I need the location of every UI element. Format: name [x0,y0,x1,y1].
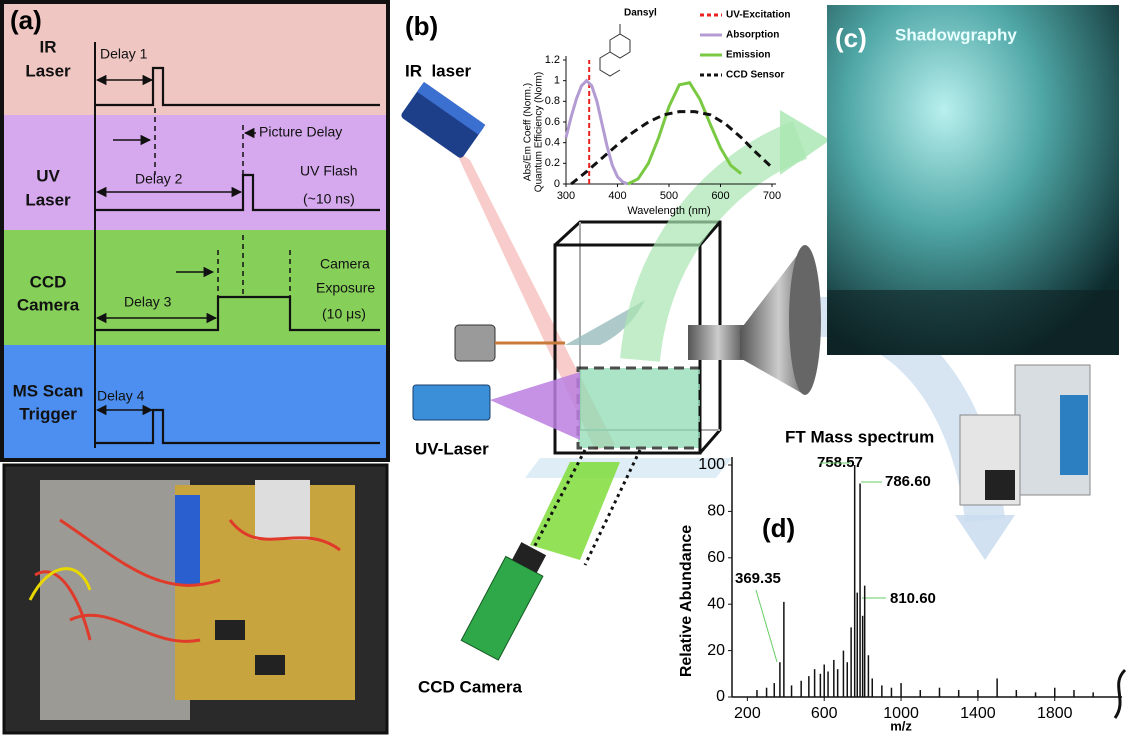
y-axis-label: Quantum Efficiency (Norm) [534,72,545,192]
uv-beam [490,372,580,440]
y-tick-label: 20 [707,642,725,659]
legend-label: Absorption [726,30,779,41]
annotation: (10 μs) [322,306,366,322]
panel-title: FT Mass spectrum [785,427,934,446]
panel-label: (d) [762,513,795,543]
ir-laser-device [400,82,486,159]
ms-panel [1060,395,1088,475]
series-line [566,81,628,184]
x-tick-label: 700 [763,190,781,202]
x-tick-label: 1400 [960,705,996,722]
device-label: IR laser [405,61,472,80]
device-label: CCD Camera [418,677,522,696]
y-tick-label: 0.2 [545,157,560,169]
row-label: Trigger [19,404,77,423]
uv-laser-device [413,385,490,420]
y-tick-label: 0 [554,178,560,190]
ms-door [985,470,1015,500]
row-label: CCD [30,272,67,291]
y-tick-label: 0.8 [545,95,560,107]
legend-label: CCD Sensor [726,70,784,81]
x-tick-label: 600 [711,190,729,202]
ccd-camera-device [461,539,552,660]
row-label: Laser [25,61,71,80]
x-axis-label: Wavelength (nm) [627,205,710,217]
shadow-edge [827,290,1119,355]
chart-title: Dansyl [624,8,657,19]
annotation: Camera [320,256,370,272]
y-axis-label: Abs/Em Coeff (Norm.) [523,83,534,181]
x-tick-label: 400 [608,190,626,202]
panel-label: (b) [405,11,438,41]
emitter [455,325,495,361]
chip [255,655,285,675]
peak-label: 786.60 [885,473,931,490]
chip [215,620,245,640]
droplet-region [578,368,700,448]
annotation: (~10 ns) [303,191,355,207]
figure: (a) IR Laser UV Laser CCD Camera MS Scan… [0,0,1132,735]
panel-title: Shadowgraphy [895,25,1017,44]
annotation: Delay 1 [100,46,148,62]
annotation: Delay 3 [124,294,172,310]
y-tick-label: 80 [707,503,725,520]
panel-label: (c) [835,23,867,53]
inlet [688,325,748,360]
y-tick-label: 40 [707,595,725,612]
molecule [600,24,630,76]
row-label: Laser [25,190,71,209]
flow-arrow-head [955,515,1015,560]
y-tick-label: 0.4 [545,137,560,149]
flow-arrow-head [780,110,830,175]
panel-a: (a) IR Laser UV Laser CCD Camera MS Scan… [2,2,388,460]
x-tick-label: 300 [557,190,575,202]
x-tick-label: 600 [811,705,838,722]
row-label: IR [40,37,57,56]
x-tick-label: 1800 [1037,705,1073,722]
y-tick-label: 100 [698,456,725,473]
x-tick-label: 500 [660,190,678,202]
band-ir [2,2,388,115]
peak-label: 810.60 [890,590,936,607]
circuit-photo [4,465,387,733]
row-label: MS Scan [13,381,84,400]
annotation: Delay 2 [135,171,183,187]
terminal [175,495,200,585]
row-label: Camera [17,295,80,314]
device-label: UV-Laser [415,439,489,458]
plate [40,480,190,720]
cone-face [789,245,821,395]
annotation: Picture Delay [259,124,342,140]
axis-break [1115,670,1125,718]
y-tick-label: 1.2 [545,54,560,66]
panel-label: (a) [10,5,42,35]
mass-spectrometer [960,365,1090,505]
y-tick-label: 0.6 [545,116,560,128]
legend-label: UV-Excitation [726,10,790,21]
leader [756,590,777,662]
x-axis-label: m/z [890,718,912,733]
y-axis-label: Relative Abundance [678,525,695,677]
legend-label: Emission [726,50,770,61]
x-tick-label: 200 [734,705,761,722]
y-tick-label: 0 [716,688,725,705]
annotation: Exposure [316,280,375,296]
annotation: UV Flash [300,163,358,179]
peak-label: 758.57 [817,454,863,471]
row-label: UV [36,166,60,185]
peak-label: 369.35 [735,570,781,587]
annotation: Delay 4 [97,388,145,404]
panel-c: (c) Shadowgraphy [827,5,1119,355]
y-tick-label: 60 [707,549,725,566]
breadboard [255,480,310,540]
y-tick-label: 1 [554,75,560,87]
